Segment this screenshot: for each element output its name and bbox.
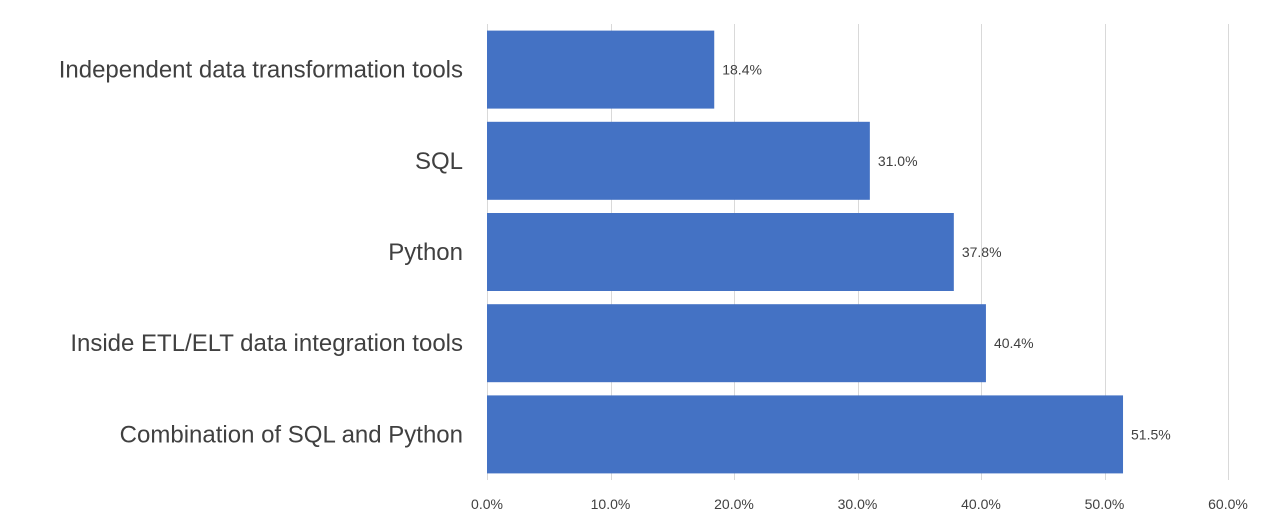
bar bbox=[487, 213, 954, 291]
x-tick-label: 0.0% bbox=[471, 496, 503, 512]
x-tick-label: 60.0% bbox=[1208, 496, 1248, 512]
bar bbox=[487, 304, 986, 383]
x-tick-label: 40.0% bbox=[961, 496, 1001, 512]
data-label: 40.4% bbox=[994, 335, 1034, 351]
category-label: Inside ETL/ELT data integration tools bbox=[70, 330, 463, 357]
data-label: 18.4% bbox=[722, 62, 762, 78]
data-label: 51.5% bbox=[1131, 426, 1171, 442]
bar bbox=[487, 121, 870, 200]
category-label: Combination of SQL and Python bbox=[120, 421, 463, 448]
category-label: SQL bbox=[415, 148, 463, 175]
bars bbox=[487, 30, 1124, 474]
labels: 0.0% 10.0% 20.0% 30.0% 40.0% 50.0% 60.0% Indepe… bbox=[59, 57, 1248, 512]
category-label: Python bbox=[388, 239, 463, 266]
data-label: 31.0% bbox=[878, 153, 918, 169]
category-label: Independent data transformation tools bbox=[59, 57, 463, 84]
bar bbox=[487, 395, 1124, 474]
x-tick-label: 50.0% bbox=[1085, 496, 1125, 512]
x-tick-label: 30.0% bbox=[838, 496, 878, 512]
x-tick-label: 10.0% bbox=[591, 496, 631, 512]
x-tick-label: 20.0% bbox=[714, 496, 754, 512]
data-label: 37.8% bbox=[962, 244, 1002, 260]
bar bbox=[487, 30, 715, 109]
